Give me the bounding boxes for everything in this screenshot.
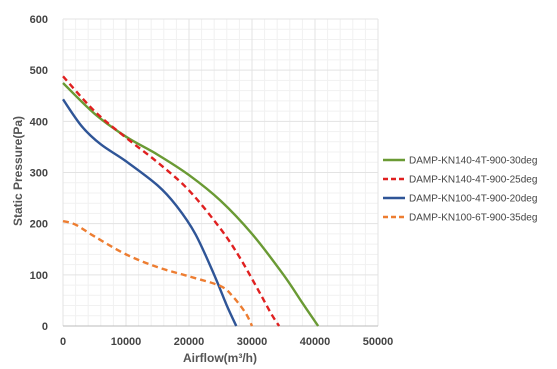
legend-label: DAMP-KN140-4T-900-30deg bbox=[409, 156, 537, 167]
legend-label: DAMP-KN100-4T-900-20deg bbox=[409, 194, 537, 205]
y-tick-label: 300 bbox=[30, 168, 48, 180]
x-tick-label: 10000 bbox=[111, 336, 142, 348]
series-line-3 bbox=[62, 98, 238, 327]
y-tick-label: 200 bbox=[30, 219, 48, 231]
x-tick-label: 30000 bbox=[237, 336, 268, 348]
x-tick-label: 0 bbox=[60, 336, 66, 348]
y-tick-label: 600 bbox=[30, 14, 48, 26]
series-line-1 bbox=[62, 82, 320, 327]
series-line-2 bbox=[62, 75, 281, 327]
y-axis-title: Static Pressure(Pa) bbox=[11, 116, 25, 226]
y-tick-label: 400 bbox=[30, 116, 48, 128]
legend: DAMP-KN140-4T-900-30deg DAMP-KN140-4T-900… bbox=[383, 156, 537, 224]
y-tick-label: 0 bbox=[42, 321, 48, 333]
series-lines bbox=[62, 75, 320, 327]
grid bbox=[62, 18, 379, 327]
y-tick-label: 100 bbox=[30, 270, 48, 282]
x-tick-label: 50000 bbox=[363, 336, 394, 348]
x-tick-label: 20000 bbox=[174, 336, 205, 348]
legend-label: DAMP-KN100-6T-900-35deg bbox=[409, 213, 537, 224]
legend-label: DAMP-KN140-4T-900-25deg bbox=[409, 175, 537, 186]
series-line-4 bbox=[62, 219, 254, 327]
axes: 0 10000 20000 30000 40000 50000 0 100 200 300 400 5… bbox=[30, 14, 394, 348]
y-tick-label: 500 bbox=[30, 65, 48, 77]
x-tick-label: 40000 bbox=[300, 336, 331, 348]
x-axis-title: Airflow(m³/h) bbox=[183, 351, 257, 365]
